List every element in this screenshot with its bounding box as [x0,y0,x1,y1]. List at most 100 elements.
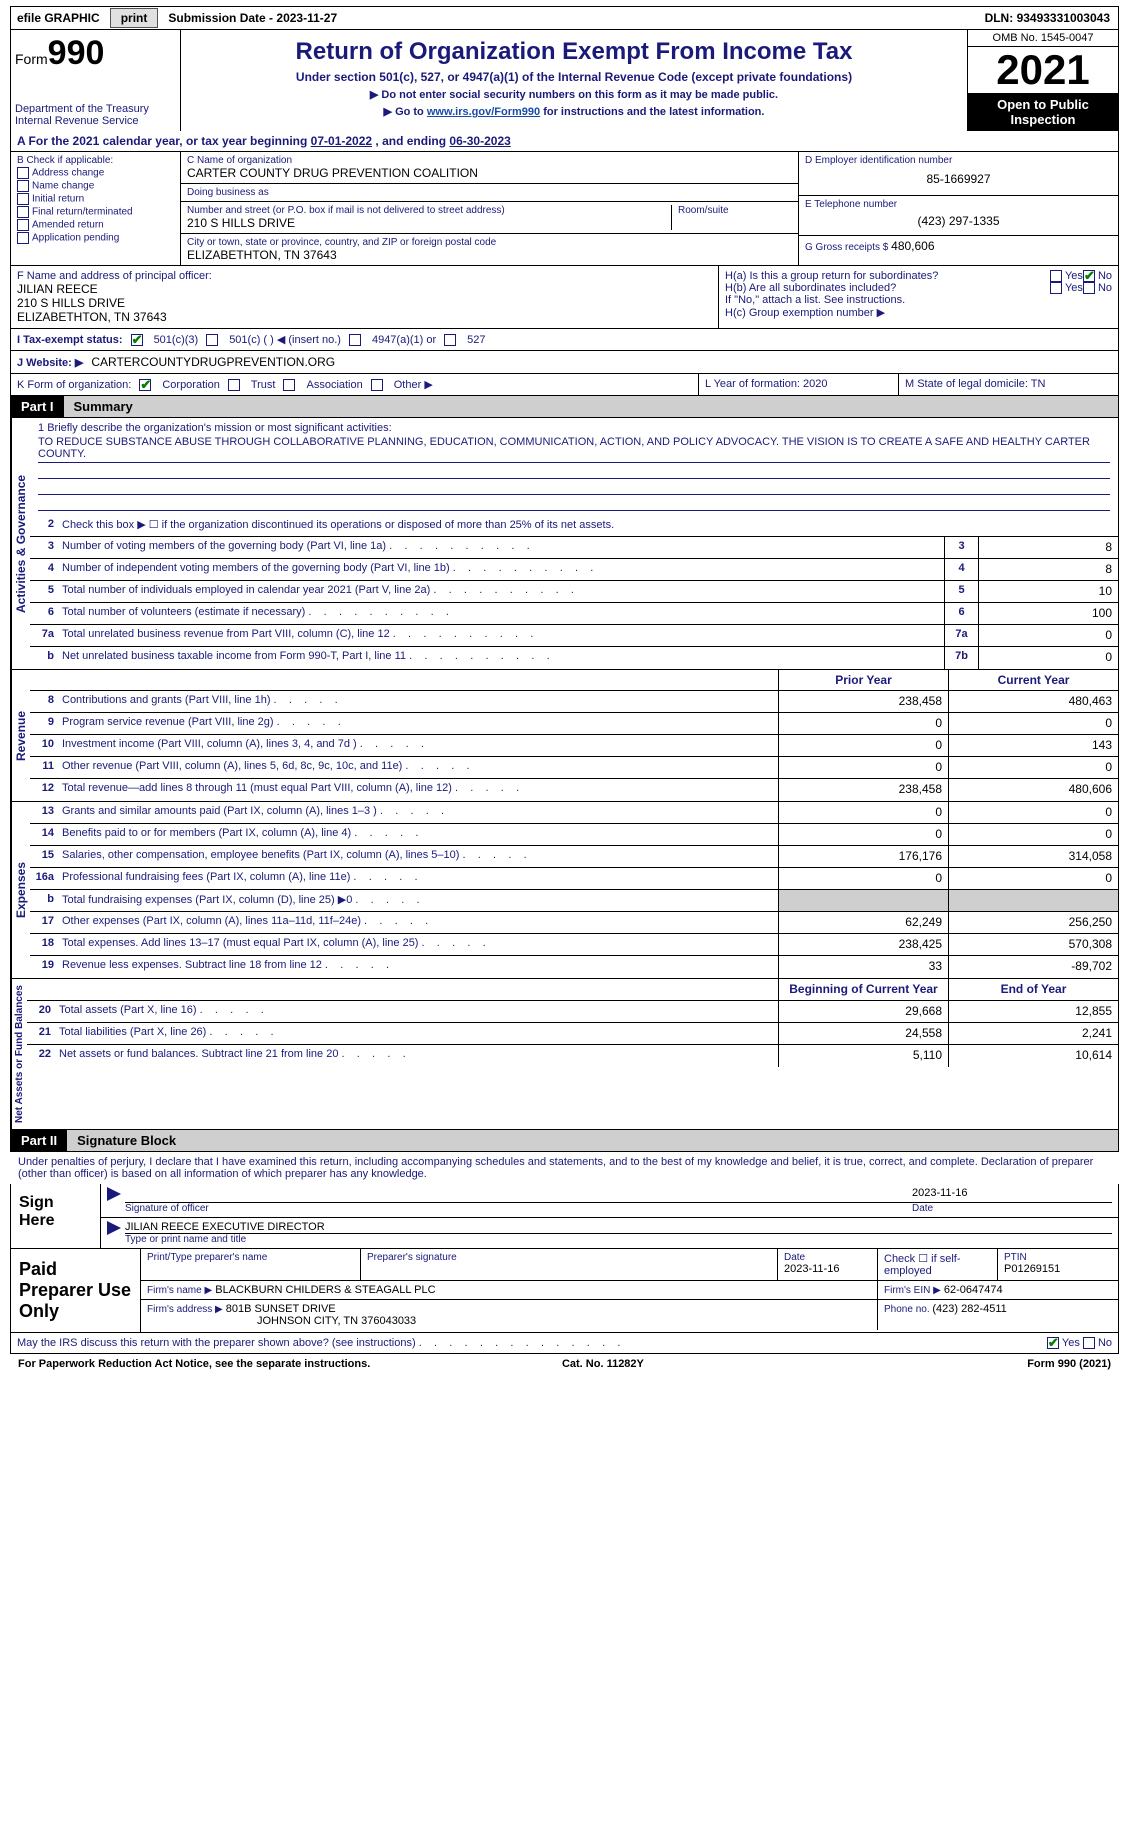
type-name-label: Type or print name and title [125,1234,1112,1245]
firm-phone: (423) 282-4511 [932,1303,1006,1315]
summary-netassets: Net Assets or Fund Balances Beginning of… [10,979,1119,1130]
street-value: 210 S HILLS DRIVE [187,216,671,230]
part2-title: Signature Block [67,1130,1118,1151]
irs-label: Internal Revenue Service [15,115,176,127]
summary-row: 9Program service revenue (Part VIII, lin… [30,713,1118,735]
summary-row: 15Salaries, other compensation, employee… [30,846,1118,868]
summary-row: 3Number of voting members of the governi… [30,537,1118,559]
hb-label: H(b) Are all subordinates included? [725,282,1050,294]
prep-check-label: Check ☐ if self-employed [878,1249,998,1280]
submission-label: Submission Date - 2023-11-27 [162,11,343,25]
state-domicile-label: M State of legal domicile: [905,378,1031,390]
ha-no[interactable] [1083,270,1095,282]
officer-city: ELIZABETHTON, TN 37643 [17,310,712,324]
page-footer: For Paperwork Reduction Act Notice, see … [10,1354,1119,1374]
summary-row: 21Total liabilities (Part X, line 26)24,… [27,1023,1118,1045]
chk-527[interactable] [444,334,456,346]
box-f: F Name and address of principal officer:… [11,266,718,328]
summary-row: bNet unrelated business taxable income f… [30,647,1118,669]
officer-label: F Name and address of principal officer: [17,270,712,282]
dept-label: Department of the Treasury [15,103,176,115]
tax-year: 2021 [968,47,1118,93]
entity-block: B Check if applicable: Address change Na… [10,152,1119,266]
chk-association[interactable] [283,379,295,391]
summary-row: 14Benefits paid to or for members (Part … [30,824,1118,846]
chk-name-change[interactable]: Name change [17,180,174,192]
ptin-label: PTIN [1004,1252,1112,1263]
end-year-hdr: End of Year [948,979,1118,1000]
top-toolbar: efile GRAPHIC print Submission Date - 20… [10,6,1119,30]
sig-arrow-icon [107,1187,121,1201]
chk-amended-return[interactable]: Amended return [17,219,174,231]
chk-other[interactable] [371,379,383,391]
ein-value: 85-1669927 [805,166,1112,192]
discuss-no[interactable] [1083,1337,1095,1349]
firm-name: BLACKBURN CHILDERS & STEAGALL PLC [215,1284,435,1296]
hb-no[interactable] [1083,282,1095,294]
public-inspection: Open to Public Inspection [968,93,1118,131]
firm-addr2: JOHNSON CITY, TN 376043033 [147,1315,416,1327]
begin-year-hdr: Beginning of Current Year [778,979,948,1000]
ptin-value: P01269151 [1004,1263,1112,1275]
chk-application-pending[interactable]: Application pending [17,232,174,244]
footer-right: Form 990 (2021) [1027,1358,1111,1370]
part1-header: Part I Summary [10,396,1119,418]
box-h: H(a) Is this a group return for subordin… [718,266,1118,328]
street-label: Number and street (or P.O. box if mail i… [187,205,671,216]
sig-officer-label: Signature of officer [125,1203,912,1214]
summary-expenses: Expenses 13Grants and similar amounts pa… [10,802,1119,979]
org-name-label: C Name of organization [187,155,792,166]
gross-receipts-label: G Gross receipts $ [805,242,891,253]
part2-label: Part II [11,1130,67,1151]
print-button[interactable]: print [110,8,159,28]
summary-row: 20Total assets (Part X, line 16)29,66812… [27,1001,1118,1023]
prep-row2: Firm's name ▶ BLACKBURN CHILDERS & STEAG… [141,1281,1118,1300]
preparer-block: Paid Preparer Use Only Print/Type prepar… [10,1249,1119,1333]
vert-ag: Activities & Governance [11,418,30,669]
part1-label: Part I [11,396,64,417]
chk-501c[interactable] [206,334,218,346]
chk-4947[interactable] [349,334,361,346]
box-i: I Tax-exempt status: 501(c)(3) 501(c) ( … [10,329,1119,351]
year-formation-value: 2020 [803,378,827,390]
summary-row: 13Grants and similar amounts paid (Part … [30,802,1118,824]
discuss-question: May the IRS discuss this return with the… [17,1337,620,1349]
col-headers2: Beginning of Current Year End of Year [27,979,1118,1001]
prep-row1: Print/Type preparer's name Preparer's si… [141,1249,1118,1281]
form-org-label: K Form of organization: [17,379,131,391]
footer-cat: Cat. No. 11282Y [562,1358,644,1370]
form-subtitle: Under section 501(c), 527, or 4947(a)(1)… [191,70,957,84]
chk-initial-return[interactable]: Initial return [17,193,174,205]
phone-value: (423) 297-1335 [805,210,1112,232]
vert-na: Net Assets or Fund Balances [11,979,27,1129]
calendar-year-row: A For the 2021 calendar year, or tax yea… [10,131,1119,152]
chk-address-change[interactable]: Address change [17,167,174,179]
ha-yes[interactable] [1050,270,1062,282]
mission-label: Briefly describe the organization's miss… [47,422,391,434]
summary-row: 18Total expenses. Add lines 13–17 (must … [30,934,1118,956]
chk-final-return[interactable]: Final return/terminated [17,206,174,218]
dba-label: Doing business as [187,187,792,198]
irs-link[interactable]: www.irs.gov/Form990 [427,106,540,118]
chk-trust[interactable] [228,379,240,391]
gross-receipts-value: 480,606 [891,239,934,253]
chk-corporation[interactable] [139,379,151,391]
dln-label: DLN: 93493331003043 [985,11,1118,25]
penalty-text: Under penalties of perjury, I declare th… [10,1152,1119,1184]
box-deg: D Employer identification number 85-1669… [798,152,1118,265]
discuss-yes[interactable] [1047,1337,1059,1349]
preparer-title: Paid Preparer Use Only [11,1249,141,1332]
state-domicile-value: TN [1031,378,1046,390]
mission-text: TO REDUCE SUBSTANCE ABUSE THROUGH COLLAB… [38,434,1110,463]
officer-block: F Name and address of principal officer:… [10,266,1119,329]
ha-label: H(a) Is this a group return for subordin… [725,270,1050,282]
firm-name-label: Firm's name ▶ [147,1285,212,1296]
chk-501c3[interactable] [131,334,143,346]
phone-label: E Telephone number [805,199,1112,210]
hb-yes[interactable] [1050,282,1062,294]
box-c: C Name of organization CARTER COUNTY DRU… [181,152,798,265]
vert-exp: Expenses [11,802,30,978]
box-klm: K Form of organization: Corporation Trus… [10,374,1119,396]
website-label: J Website: ▶ [17,356,83,369]
firm-ein: 62-0647474 [944,1284,1003,1296]
